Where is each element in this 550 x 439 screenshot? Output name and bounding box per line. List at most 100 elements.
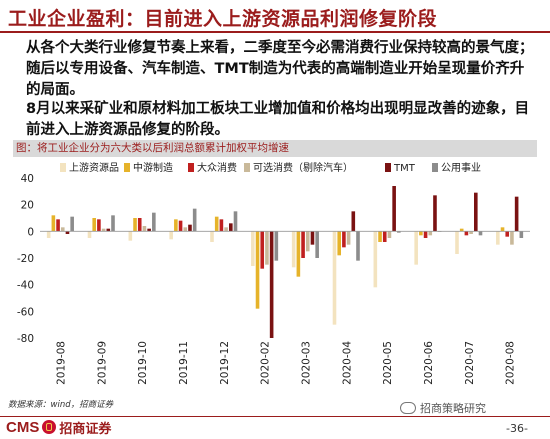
bar [378,231,382,242]
bar [423,231,428,238]
body-paragraph-2: 8月以来采矿业和原材料加工板块工业增加值和价格均出现明显改善的迹象，目前进入上游… [26,101,530,138]
legend-swatch [432,163,438,172]
bar [305,231,310,252]
page-number: -36- [506,422,528,435]
bar [188,224,192,232]
bar [514,196,519,232]
x-tick-label: 2020-08 [505,341,517,385]
bar [178,220,183,232]
bar [101,228,106,232]
bar [510,231,514,245]
bar [51,215,56,232]
bar [183,227,188,232]
footer-divider [0,416,550,417]
bar [260,231,265,269]
bar [152,212,156,232]
bar [392,186,396,232]
legend-swatch [244,163,250,172]
legend-label: 可选消费（剔除汽车） [253,161,353,174]
bar [255,231,260,309]
x-axis: 2019-08 2019-09 2019-10 2019-11 2019-12 2020-… [55,341,516,385]
y-tick-label: 0 [27,226,34,238]
y-axis: -80 -60 -40 -20 0 20 40 [17,173,34,345]
x-tick-label: 2019-09 [96,341,108,385]
bar [382,231,387,242]
bar [315,231,319,258]
bar [224,227,228,232]
bar [332,231,337,325]
wechat-icon [400,402,416,414]
x-tick-label: 2020-07 [464,341,476,385]
bar [373,231,378,288]
title-bar: 工业企业盈利：目前进入上游资源品利润修复阶段 [0,0,550,34]
y-tick-label: -20 [17,253,34,265]
logo-badge-icon [42,420,57,434]
y-tick-label: -80 [17,333,34,345]
bar [519,231,524,238]
bar-chart: 上游资源品 中游制造 大众消费 可选消费（剔除汽车） TMT 公用事业 -80 -60 -40… [17,161,530,385]
bar [469,231,473,234]
x-tick-label: 2019-11 [178,341,190,385]
bar [397,231,401,233]
bar [111,215,115,232]
x-tick-label: 2020-05 [382,341,394,385]
legend-label: 大众消费 [197,161,237,174]
bar [147,228,151,232]
bar [210,231,214,242]
x-tick-label: 2019-08 [55,341,67,385]
bar [459,228,464,232]
bar [342,231,346,248]
chart-bars [40,186,530,338]
bar [291,231,296,268]
bar [137,218,142,232]
bar [414,231,418,265]
bar [60,227,65,232]
logo-chinese-text: 招商证券 [59,421,112,437]
bar [192,208,197,232]
data-source: 数据来源：wind，招商证券 [8,400,114,410]
legend-swatch [60,163,66,172]
bar [478,231,483,236]
bar [301,231,305,258]
bar [455,231,459,254]
bar [500,227,505,232]
bar [169,231,173,240]
bar [387,231,392,238]
bar [70,216,74,232]
bar [310,231,315,245]
wechat-watermark: 招商策略研究 [400,400,486,416]
body-paragraph-1: 从各个大类行业修复节奏上来看，二季度至今必需消费行业保持较高的景气度；随后以专用… [26,40,534,98]
x-tick-label: 2019-12 [219,341,231,385]
legend-swatch [385,163,391,172]
bar [464,231,469,236]
bar [46,231,51,238]
bar [474,192,478,232]
bar [233,211,238,232]
watermark-text: 招商策略研究 [420,402,486,415]
legend-label: 上游资源品 [69,161,119,174]
bar [65,231,70,234]
legend-swatch [188,163,194,172]
y-tick-label: 20 [21,200,34,212]
bar [142,226,147,232]
legend-label: TMT [393,163,416,174]
bar [106,228,111,232]
bar [356,231,360,261]
bar [433,195,437,232]
cms-logo: CMS 招商证券 [6,418,112,437]
legend-swatch [124,163,130,172]
y-tick-label: 40 [21,173,34,185]
bar [229,223,233,232]
x-tick-label: 2019-10 [137,341,149,385]
bar [265,231,269,265]
x-tick-label: 2020-04 [341,341,353,385]
bar [128,231,133,241]
bar [219,219,224,232]
bar [505,231,510,237]
bar [97,219,101,232]
legend-label: 中游制造 [133,161,173,174]
bar [251,231,255,266]
bar [56,219,60,232]
bar [419,231,423,236]
legend-label: 公用事业 [441,161,481,174]
